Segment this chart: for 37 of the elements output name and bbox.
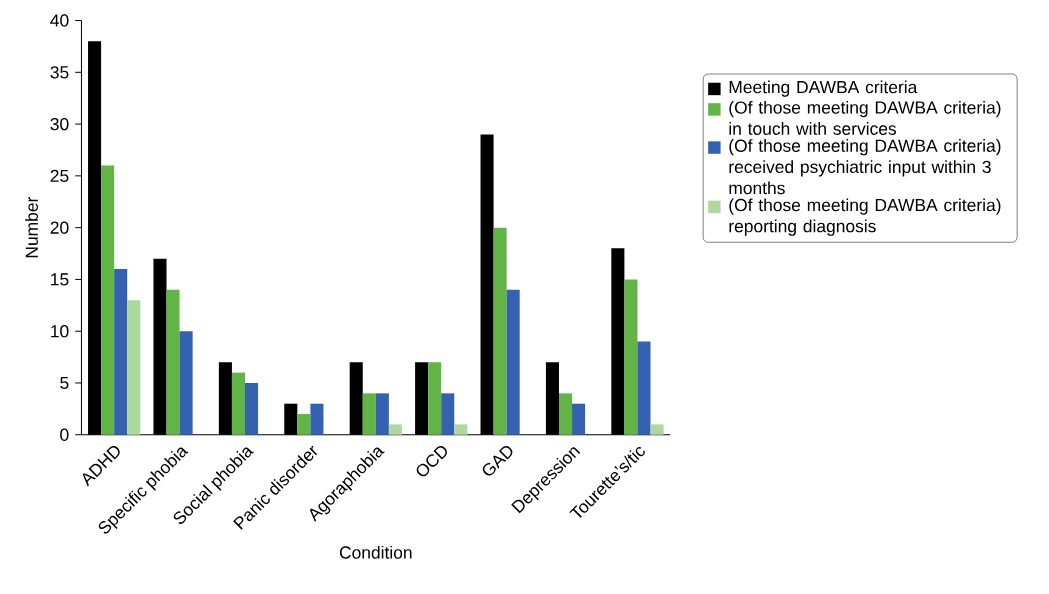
bar <box>441 393 455 435</box>
bar <box>231 372 245 435</box>
x-axis-title: Condition <box>339 545 412 559</box>
legend-label: (Of those meeting DAWBA criteria) in touch with services <box>729 100 1001 135</box>
bar <box>650 424 664 435</box>
bar <box>388 424 402 435</box>
legend-label: (Of those meeting DAWBA criteria) reporting diagnosis <box>729 198 1001 236</box>
y-tick-label: 35 <box>50 65 69 79</box>
bar <box>454 424 468 435</box>
bar <box>428 362 442 435</box>
bar <box>179 331 193 435</box>
bar <box>506 289 520 435</box>
bar <box>114 268 128 435</box>
legend-label: Meeting DAWBA criteria <box>729 80 918 97</box>
y-tick-label: 40 <box>50 14 69 27</box>
y-tick-label: 20 <box>50 221 69 234</box>
y-tick-label: 5 <box>60 376 69 389</box>
y-tick-label: 30 <box>50 117 69 131</box>
legend-label: (Of those meeting DAWBA criteria) received psychiatric input within 3 months <box>729 138 1001 195</box>
bar <box>375 393 389 435</box>
bar <box>637 341 651 435</box>
bar <box>166 289 180 435</box>
bar <box>297 413 311 435</box>
y-tick-label: 10 <box>51 324 69 338</box>
bar <box>101 165 115 435</box>
bar <box>558 393 573 435</box>
bar <box>624 279 638 435</box>
y-tick-label: 0 <box>60 428 69 441</box>
bar <box>572 403 586 435</box>
y-tick-label: 15 <box>51 273 69 286</box>
y-axis-title: Number <box>25 196 38 258</box>
y-tick-label: 25 <box>50 169 69 182</box>
bar <box>127 300 141 435</box>
bar <box>362 393 376 435</box>
bar <box>244 382 259 435</box>
bar <box>493 227 507 435</box>
bar <box>310 403 324 435</box>
